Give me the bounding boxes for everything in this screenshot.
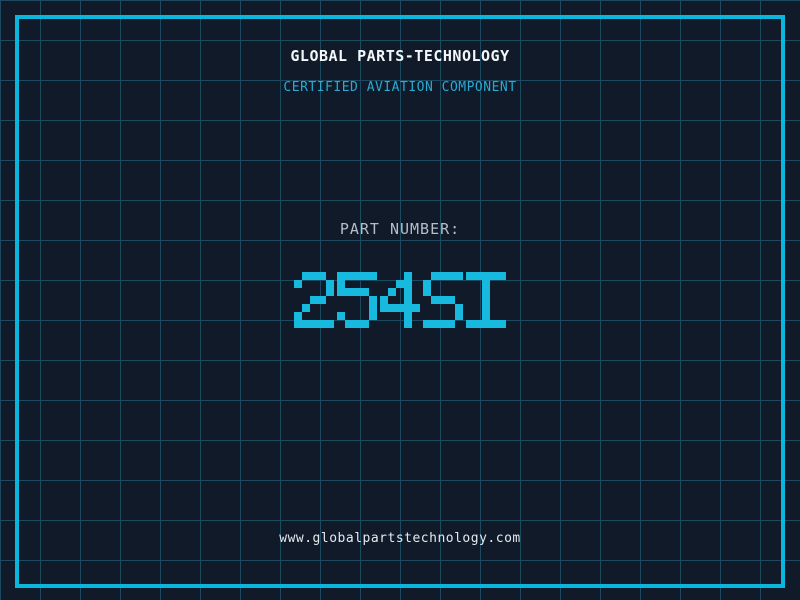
pixel-char <box>423 272 463 328</box>
pixel-char <box>380 272 420 328</box>
website-url: www.globalpartstechnology.com <box>279 531 521 546</box>
certification-label: CERTIFIED AVIATION COMPONENT <box>283 80 517 95</box>
pixel-char <box>337 272 377 328</box>
pixel-char <box>466 272 506 328</box>
part-number-value <box>0 272 800 328</box>
pixel-char <box>294 272 334 328</box>
part-number-label: PART NUMBER: <box>339 220 461 238</box>
company-name: GLOBAL PARTS-TECHNOLOGY <box>290 47 510 65</box>
